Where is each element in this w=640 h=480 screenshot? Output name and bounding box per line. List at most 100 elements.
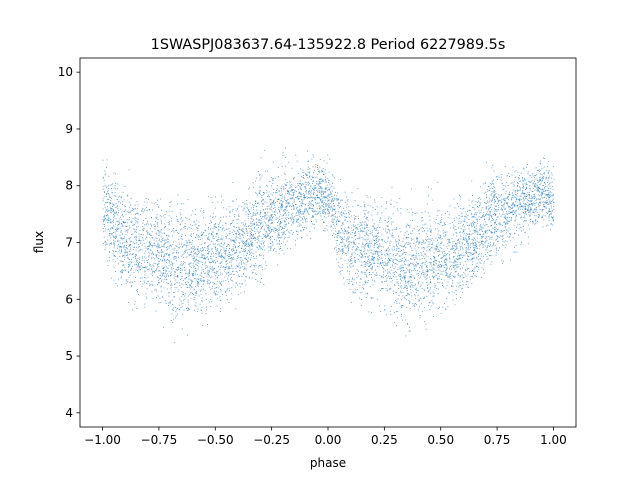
data-point: [128, 272, 129, 273]
data-point: [412, 254, 414, 256]
data-point: [464, 228, 466, 230]
data-point: [347, 199, 349, 201]
data-point: [417, 294, 419, 296]
data-point: [293, 220, 295, 222]
data-point: [210, 268, 212, 270]
data-point: [119, 249, 120, 251]
data-point: [269, 199, 271, 201]
data-point: [458, 254, 460, 256]
data-point: [144, 270, 146, 272]
data-point: [379, 245, 381, 247]
data-point: [379, 275, 381, 276]
data-point: [189, 242, 191, 243]
data-point: [271, 229, 272, 231]
data-point: [148, 198, 149, 200]
data-point: [374, 253, 376, 255]
data-point: [318, 202, 320, 204]
data-point: [115, 223, 116, 225]
data-point: [225, 294, 227, 296]
data-point: [327, 215, 329, 217]
data-point: [335, 230, 337, 232]
data-point: [308, 197, 309, 198]
data-point: [524, 193, 526, 194]
data-point: [438, 255, 439, 257]
data-point: [305, 187, 307, 189]
data-point: [189, 285, 191, 287]
data-point: [167, 268, 169, 269]
data-point: [133, 228, 135, 230]
data-point: [458, 258, 460, 260]
data-point: [368, 238, 370, 240]
data-point: [539, 204, 541, 206]
data-point: [114, 240, 116, 242]
data-point: [400, 274, 401, 275]
data-point: [188, 271, 190, 273]
data-point: [433, 220, 435, 222]
data-point: [338, 232, 340, 234]
data-point: [214, 261, 216, 263]
data-point: [425, 223, 427, 225]
data-point: [541, 188, 543, 190]
data-point: [420, 276, 421, 278]
data-point: [264, 193, 266, 195]
data-point: [235, 236, 237, 238]
data-point: [527, 209, 529, 210]
data-point: [252, 223, 254, 225]
data-point: [377, 255, 379, 257]
data-point: [517, 223, 519, 225]
data-point: [245, 244, 246, 246]
data-point: [251, 240, 253, 242]
data-point: [178, 252, 179, 254]
data-point: [340, 232, 342, 234]
data-point: [152, 237, 154, 239]
data-point: [520, 217, 521, 219]
data-point: [207, 237, 209, 238]
data-point: [381, 212, 383, 214]
data-point: [183, 294, 184, 295]
data-point: [427, 291, 429, 293]
data-point: [256, 274, 258, 275]
data-point: [264, 241, 265, 243]
data-point: [102, 218, 104, 220]
data-point: [160, 229, 162, 231]
data-point: [283, 232, 284, 233]
data-point: [460, 249, 462, 251]
data-point: [335, 195, 337, 197]
data-point: [325, 191, 327, 193]
data-point: [537, 186, 539, 188]
data-point: [143, 282, 145, 284]
data-point: [158, 251, 160, 253]
data-point: [249, 240, 251, 242]
data-point: [477, 256, 479, 257]
data-point: [379, 219, 381, 221]
data-point: [504, 185, 506, 187]
data-point: [327, 204, 329, 206]
data-point: [456, 217, 458, 219]
data-point: [223, 257, 225, 259]
data-point: [220, 299, 222, 301]
data-point: [446, 272, 448, 273]
data-point: [280, 236, 282, 238]
data-point: [455, 289, 457, 291]
data-point: [157, 242, 159, 244]
data-point: [464, 216, 466, 217]
data-point: [296, 160, 298, 162]
data-point: [121, 225, 123, 227]
data-point: [152, 270, 153, 272]
data-point: [144, 274, 146, 276]
data-point: [521, 192, 523, 193]
data-point: [532, 212, 534, 214]
data-point: [145, 247, 147, 249]
data-point: [351, 281, 353, 282]
data-point: [243, 236, 244, 238]
data-point: [549, 214, 550, 216]
data-point: [122, 221, 124, 222]
data-point: [349, 261, 351, 262]
data-point: [234, 242, 236, 244]
data-point: [382, 281, 383, 283]
data-point: [417, 263, 419, 264]
data-point: [191, 247, 193, 249]
data-point: [121, 246, 123, 248]
data-point: [354, 225, 356, 227]
data-point: [118, 244, 120, 245]
